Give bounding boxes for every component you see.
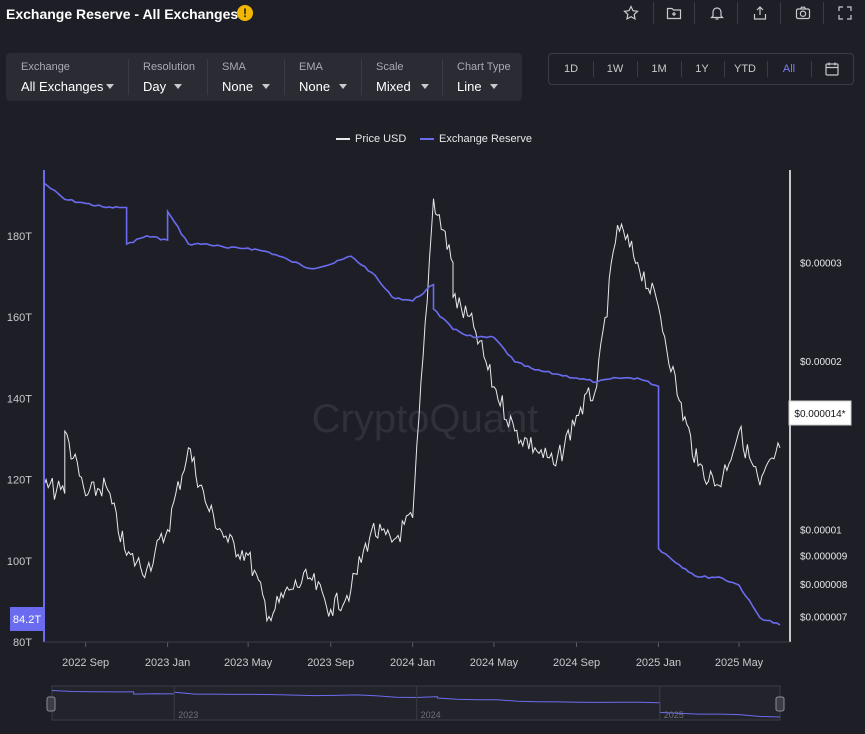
sma-select[interactable]: SMA None	[222, 53, 282, 101]
x-tick-label: 2024 May	[470, 657, 519, 669]
x-tick-label: 2025 May	[715, 657, 764, 669]
legend-reserve[interactable]: Exchange Reserve	[420, 133, 532, 145]
star-icon[interactable]	[620, 3, 642, 23]
left-tick-label: 180T	[7, 231, 32, 243]
resolution-select[interactable]: Resolution Day	[143, 61, 195, 94]
x-tick-label: 2025 Jan	[636, 657, 681, 669]
range-1m-button[interactable]: 1M	[651, 63, 667, 75]
chevron-down-icon	[262, 84, 270, 89]
ema-select[interactable]: EMA None	[299, 53, 359, 101]
right-tick-label: $0.000009	[800, 551, 848, 562]
range-ytd-button[interactable]: YTD	[734, 63, 756, 75]
left-tick-label: 160T	[7, 312, 32, 324]
x-tick-label: 2023 Sep	[307, 657, 354, 669]
chevron-down-icon	[106, 84, 114, 89]
chevron-down-icon	[339, 84, 347, 89]
price-usd-series	[43, 198, 781, 623]
calendar-icon[interactable]	[815, 54, 849, 84]
chevron-down-icon	[490, 84, 498, 89]
x-tick-label: 2023 May	[224, 657, 273, 669]
reserve-current-value: 84.2T	[13, 614, 41, 626]
navigator-label: 2025	[664, 710, 684, 720]
range-1y-button[interactable]: 1Y	[695, 63, 709, 75]
bell-icon[interactable]	[706, 3, 728, 23]
range-1d-button[interactable]: 1D	[563, 63, 579, 75]
camera-icon[interactable]	[792, 3, 814, 23]
left-tick-label: 100T	[7, 556, 32, 568]
x-tick-label: 2024 Jan	[390, 657, 435, 669]
navigator-left-handle[interactable]	[46, 696, 56, 712]
time-range-selector: 1D 1W 1M 1Y YTD All	[548, 53, 854, 85]
chevron-down-icon	[174, 84, 182, 89]
exchange-select[interactable]: Exchange All Exchanges	[21, 53, 129, 101]
share-icon[interactable]	[749, 3, 771, 23]
right-tick-label: $0.00001	[800, 526, 842, 537]
chevron-down-icon	[421, 84, 429, 89]
right-tick-label: $0.000007	[800, 612, 848, 623]
chart-type-select[interactable]: Chart Type Line	[457, 61, 511, 94]
right-tick-label: $0.000008	[800, 580, 848, 591]
navigator-right-handle[interactable]	[775, 696, 785, 712]
range-1w-button[interactable]: 1W	[606, 63, 624, 75]
navigator[interactable]: 2023 2024 2025	[46, 685, 785, 721]
navigator-label: 2024	[421, 710, 441, 720]
warning-icon[interactable]: !	[237, 5, 253, 21]
navigator-label: 2023	[178, 710, 198, 720]
legend-swatch	[420, 138, 434, 141]
x-tick-label: 2022 Sep	[62, 657, 109, 669]
folder-add-icon[interactable]	[663, 3, 685, 23]
x-tick-label: 2024 Sep	[553, 657, 600, 669]
price-current-value: $0.000014*	[794, 409, 845, 420]
right-tick-label: $0.00002	[800, 357, 842, 368]
top-bar: Exchange Reserve - All Exchanges !	[0, 0, 865, 28]
scale-select[interactable]: Scale Mixed	[376, 53, 438, 101]
legend-price[interactable]: Price USD	[336, 133, 406, 145]
reserve-current-label: 84.2T	[10, 607, 45, 631]
chart-controls: Exchange All Exchanges Resolution Day SM…	[6, 53, 522, 101]
page-title: Exchange Reserve - All Exchanges	[6, 6, 239, 22]
left-tick-label: 120T	[7, 475, 32, 487]
right-tick-label: $0.00003	[800, 259, 842, 270]
fullscreen-icon[interactable]	[834, 3, 856, 23]
exchange-reserve-series	[43, 182, 781, 626]
left-tick-label: 140T	[7, 393, 32, 405]
legend-swatch	[336, 138, 350, 141]
left-tick-label: 80T	[13, 637, 32, 649]
range-all-button[interactable]: All	[782, 63, 796, 75]
price-current-label: $0.000014*	[788, 400, 852, 426]
x-tick-label: 2023 Jan	[145, 657, 190, 669]
